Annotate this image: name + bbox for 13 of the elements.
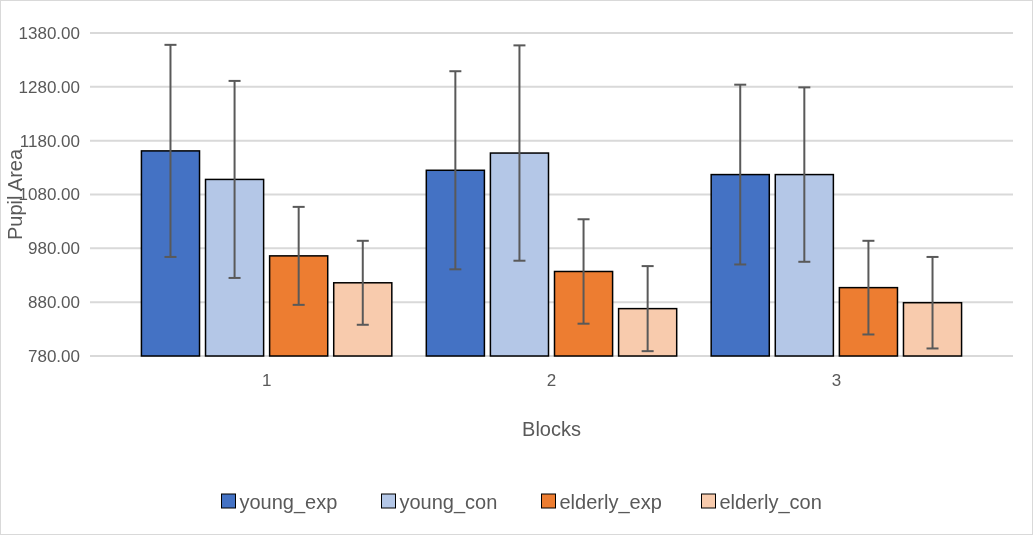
y-tick-label: 1280.00 xyxy=(18,77,80,97)
y-tick-label: 780.00 xyxy=(28,346,80,366)
y-tick-label: 980.00 xyxy=(28,239,80,259)
legend-label: elderly_con xyxy=(719,491,822,514)
y-tick-label: 880.00 xyxy=(28,293,80,313)
x-tick-label: 3 xyxy=(831,371,842,390)
x-tick-label: 2 xyxy=(546,371,557,390)
x-axis-title: Blocks xyxy=(522,418,581,440)
y-tick-label: 1380.00 xyxy=(18,23,80,43)
legend-label: young_con xyxy=(399,491,498,514)
legend-label: young_exp xyxy=(239,491,338,514)
legend-label: elderly_exp xyxy=(559,491,662,514)
x-tick-label: 1 xyxy=(261,371,272,390)
